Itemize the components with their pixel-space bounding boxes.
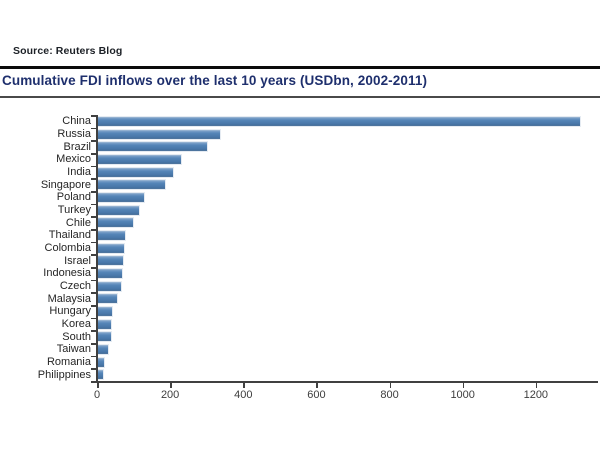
category-label: Czech — [59, 279, 91, 292]
x-axis-tick — [389, 383, 392, 388]
category-tick — [91, 292, 96, 294]
category-tick — [91, 115, 96, 117]
category-label: Israel — [64, 254, 91, 267]
category-tick — [91, 140, 96, 142]
bar — [97, 116, 580, 126]
bar — [97, 205, 139, 215]
x-axis-tick — [316, 383, 318, 388]
category-tick — [91, 267, 96, 269]
category-label: Indonesia — [43, 267, 91, 280]
title-divider-rule — [0, 96, 600, 98]
category-tick — [91, 343, 96, 345]
category-tick — [91, 368, 96, 370]
category-tick — [91, 305, 96, 307]
category-label: India — [67, 165, 91, 178]
category-label: China — [62, 115, 91, 128]
bar — [97, 268, 122, 278]
x-axis-tick-label: 0 — [93, 389, 101, 401]
bar — [97, 243, 124, 253]
category-tick — [91, 165, 96, 168]
category-label: Brazil — [63, 140, 91, 153]
x-axis-tick-label: 400 — [234, 389, 253, 401]
category-tick — [91, 381, 96, 383]
category-tick — [91, 127, 96, 130]
category-tick — [91, 254, 96, 256]
category-tick — [91, 355, 96, 358]
bar — [97, 129, 220, 139]
category-label: Thailand — [48, 229, 91, 242]
bar — [97, 357, 104, 367]
bar — [97, 142, 207, 152]
category-label: Hungary — [49, 305, 91, 318]
bar — [97, 344, 108, 354]
category-label: Chile — [65, 216, 91, 229]
bar — [97, 319, 112, 329]
x-axis-tick — [535, 383, 538, 388]
category-axis-labels: China Russia Brazil Mexico India Singapore Pol… — [0, 115, 91, 381]
category-label: Romania — [46, 355, 91, 368]
bar — [97, 294, 118, 304]
x-axis-tick — [462, 383, 465, 388]
category-label: Philippines — [37, 368, 91, 381]
bar — [97, 281, 121, 291]
category-label: Mexico — [56, 153, 91, 166]
category-tick — [91, 203, 96, 206]
x-axis-tick-label: 800 — [380, 389, 399, 401]
category-tick — [91, 241, 96, 244]
x-axis-tick — [243, 383, 245, 388]
category-label: South — [62, 330, 91, 343]
category-label: Singapore — [40, 178, 91, 191]
top-divider-rule — [0, 66, 600, 69]
category-label: Taiwan — [56, 343, 91, 356]
x-axis-tick-label: 1000 — [450, 389, 475, 401]
chart-title: Cumulative FDI inflows over the last 10 … — [2, 73, 428, 88]
x-axis-tick-label: 200 — [160, 389, 180, 401]
category-tick — [91, 317, 96, 320]
bar — [97, 370, 104, 380]
bar — [97, 154, 182, 164]
bar — [97, 306, 113, 316]
plot-area — [97, 115, 598, 381]
category-tick — [91, 153, 96, 155]
category-tick — [91, 216, 96, 218]
category-tick — [91, 330, 96, 332]
source-label: Source: Reuters Blog — [13, 45, 123, 57]
bar — [97, 218, 133, 228]
y-axis-line — [96, 115, 98, 382]
category-tick — [91, 191, 96, 193]
bar — [97, 332, 111, 342]
bar — [97, 230, 125, 240]
category-tick — [91, 229, 96, 231]
category-label: Turkey — [57, 203, 91, 216]
x-axis-line — [96, 381, 598, 383]
category-tick — [91, 178, 96, 180]
x-axis-tick-label: 1200 — [523, 389, 549, 401]
bar — [97, 256, 123, 266]
bar — [97, 167, 174, 177]
bar — [97, 192, 144, 202]
category-label: Colombia — [44, 241, 91, 254]
category-tick — [91, 279, 96, 282]
bar — [97, 180, 166, 190]
category-label: Malaysia — [47, 292, 91, 305]
category-label: Russia — [57, 127, 91, 140]
category-label: Poland — [56, 191, 91, 204]
x-axis-tick-label: 600 — [307, 389, 326, 401]
x-axis-tick — [97, 383, 99, 388]
x-axis-tick — [170, 383, 172, 388]
category-label: Korea — [61, 317, 91, 330]
